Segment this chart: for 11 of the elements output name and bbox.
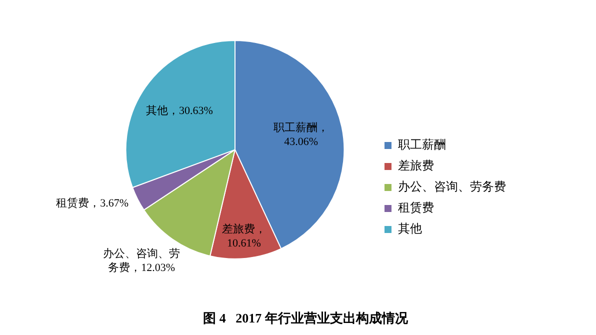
data-label: 租赁费，3.67% <box>56 196 129 210</box>
legend-label: 租赁费 <box>398 200 434 215</box>
legend-label: 差旅费 <box>398 158 434 173</box>
data-label: 差旅费，10.61% <box>222 222 266 250</box>
data-label: 职工薪酬，43.06% <box>274 120 329 148</box>
text: 图 4 2017 年行业营业支出构成情况 <box>203 310 409 326</box>
data-label: 办公、咨询、劳务费，12.03% <box>103 247 180 274</box>
legend-label: 办公、咨询、劳务费 <box>398 180 506 194</box>
data-label: 其他，30.63% <box>146 104 213 117</box>
legend-label: 职工薪酬 <box>398 138 446 152</box>
legend-label: 其他 <box>398 222 422 236</box>
